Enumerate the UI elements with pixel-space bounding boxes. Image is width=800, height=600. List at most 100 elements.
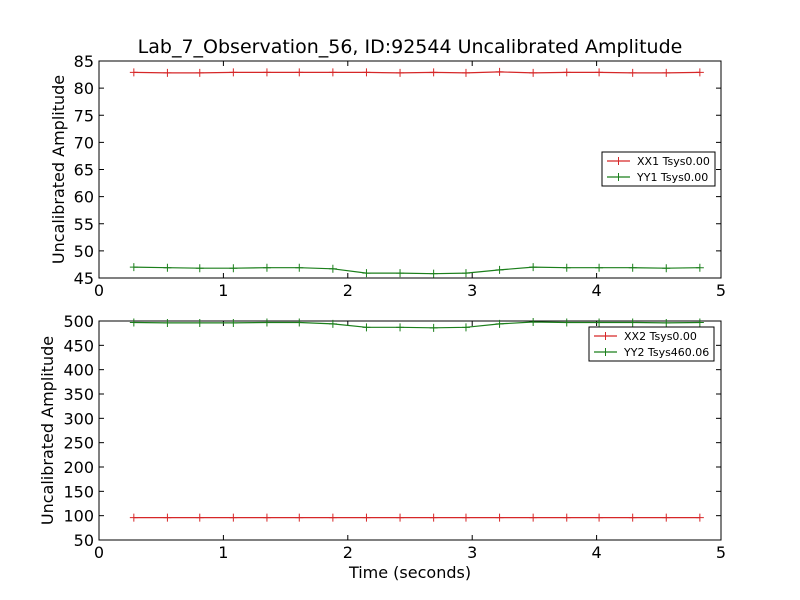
y-tick-label: 75 xyxy=(74,106,94,125)
y-tick-label: 55 xyxy=(74,215,94,234)
data-point xyxy=(429,68,438,77)
data-point xyxy=(129,263,138,272)
data-point xyxy=(529,263,538,272)
data-point xyxy=(163,513,172,522)
y-tick-label: 65 xyxy=(74,161,94,180)
data-point xyxy=(195,68,204,77)
data-point xyxy=(461,68,470,77)
legend: XX2 Tsys0.00 YY2 Tsys460.06 xyxy=(588,326,715,362)
data-point xyxy=(628,318,637,327)
x-tick-label: 5 xyxy=(716,281,726,300)
x-tick-label: 1 xyxy=(218,543,228,562)
data-point xyxy=(529,317,538,326)
legend-label: XX1 Tsys0.00 xyxy=(637,155,710,168)
data-point xyxy=(495,67,504,76)
data-point xyxy=(262,263,271,272)
plot-frame xyxy=(98,320,722,541)
data-point xyxy=(129,318,138,327)
data-point xyxy=(396,323,405,332)
data-point xyxy=(595,68,604,77)
data-point xyxy=(461,513,470,522)
x-tick-label: 5 xyxy=(716,543,726,562)
x-tick-label: 3 xyxy=(467,543,477,562)
data-point xyxy=(529,68,538,77)
data-point xyxy=(695,68,704,77)
data-point xyxy=(129,68,138,77)
x-axis-label: Time (seconds) xyxy=(348,563,471,582)
data-point xyxy=(595,263,604,272)
data-point xyxy=(695,263,704,272)
data-point xyxy=(662,318,671,327)
data-point xyxy=(262,68,271,77)
data-point xyxy=(295,513,304,522)
data-point xyxy=(562,263,571,272)
series-line xyxy=(133,321,700,329)
x-tick-label: 2 xyxy=(343,543,353,562)
data-point xyxy=(362,68,371,77)
data-point xyxy=(495,319,504,328)
data-point xyxy=(396,269,405,278)
series-yy xyxy=(129,263,704,278)
y-tick-label: 60 xyxy=(74,188,94,207)
y-tick-label: 250 xyxy=(63,434,94,453)
y-tick-label: 150 xyxy=(63,482,94,501)
y-tick-label: 500 xyxy=(63,312,94,331)
data-point xyxy=(195,513,204,522)
y-tick-label: 400 xyxy=(63,361,94,380)
data-point xyxy=(163,318,172,327)
x-tick-label: 4 xyxy=(592,281,602,300)
legend-marker xyxy=(601,332,610,340)
data-point xyxy=(328,319,337,328)
y-tick-label: 300 xyxy=(63,409,94,428)
legend-label: XX2 Tsys0.00 xyxy=(624,330,697,343)
data-point xyxy=(362,513,371,522)
data-point xyxy=(195,264,204,273)
y-tick-label: 45 xyxy=(74,269,94,288)
series-line xyxy=(133,71,700,74)
data-point xyxy=(461,269,470,278)
legend-box xyxy=(601,151,716,187)
data-point xyxy=(628,68,637,77)
data-point xyxy=(396,513,405,522)
data-point xyxy=(595,318,604,327)
data-point xyxy=(562,318,571,327)
data-point xyxy=(429,323,438,332)
data-point xyxy=(695,513,704,522)
y-tick-label: 50 xyxy=(74,531,94,550)
y-tick-label: 70 xyxy=(74,133,94,152)
data-point xyxy=(695,318,704,327)
legend-label: YY1 Tsys0.00 xyxy=(636,171,708,184)
data-point xyxy=(461,323,470,332)
data-point xyxy=(328,68,337,77)
y-tick-label: 200 xyxy=(63,458,94,477)
data-point xyxy=(195,318,204,327)
legend-label: YY2 Tsys460.06 xyxy=(623,346,709,359)
y-tick-label: 80 xyxy=(74,79,94,98)
data-point xyxy=(229,68,238,77)
x-tick-label: 0 xyxy=(94,281,104,300)
y-tick-label: 450 xyxy=(63,336,94,355)
data-point xyxy=(429,513,438,522)
data-point xyxy=(328,264,337,273)
y-axis-label: Uncalibrated Amplitude xyxy=(38,336,57,525)
data-point xyxy=(163,263,172,272)
data-point xyxy=(662,68,671,77)
data-point xyxy=(495,513,504,522)
data-point xyxy=(628,263,637,272)
y-tick-label: 350 xyxy=(63,385,94,404)
data-point xyxy=(662,513,671,522)
data-point xyxy=(295,68,304,77)
data-point xyxy=(229,318,238,327)
data-point xyxy=(562,513,571,522)
data-point xyxy=(595,513,604,522)
data-point xyxy=(229,513,238,522)
y-tick-label: 50 xyxy=(74,242,94,261)
data-point xyxy=(429,269,438,278)
legend-box xyxy=(588,326,715,362)
legend-marker xyxy=(614,173,623,181)
data-point xyxy=(295,318,304,327)
data-point xyxy=(628,513,637,522)
legend-marker xyxy=(614,157,623,165)
